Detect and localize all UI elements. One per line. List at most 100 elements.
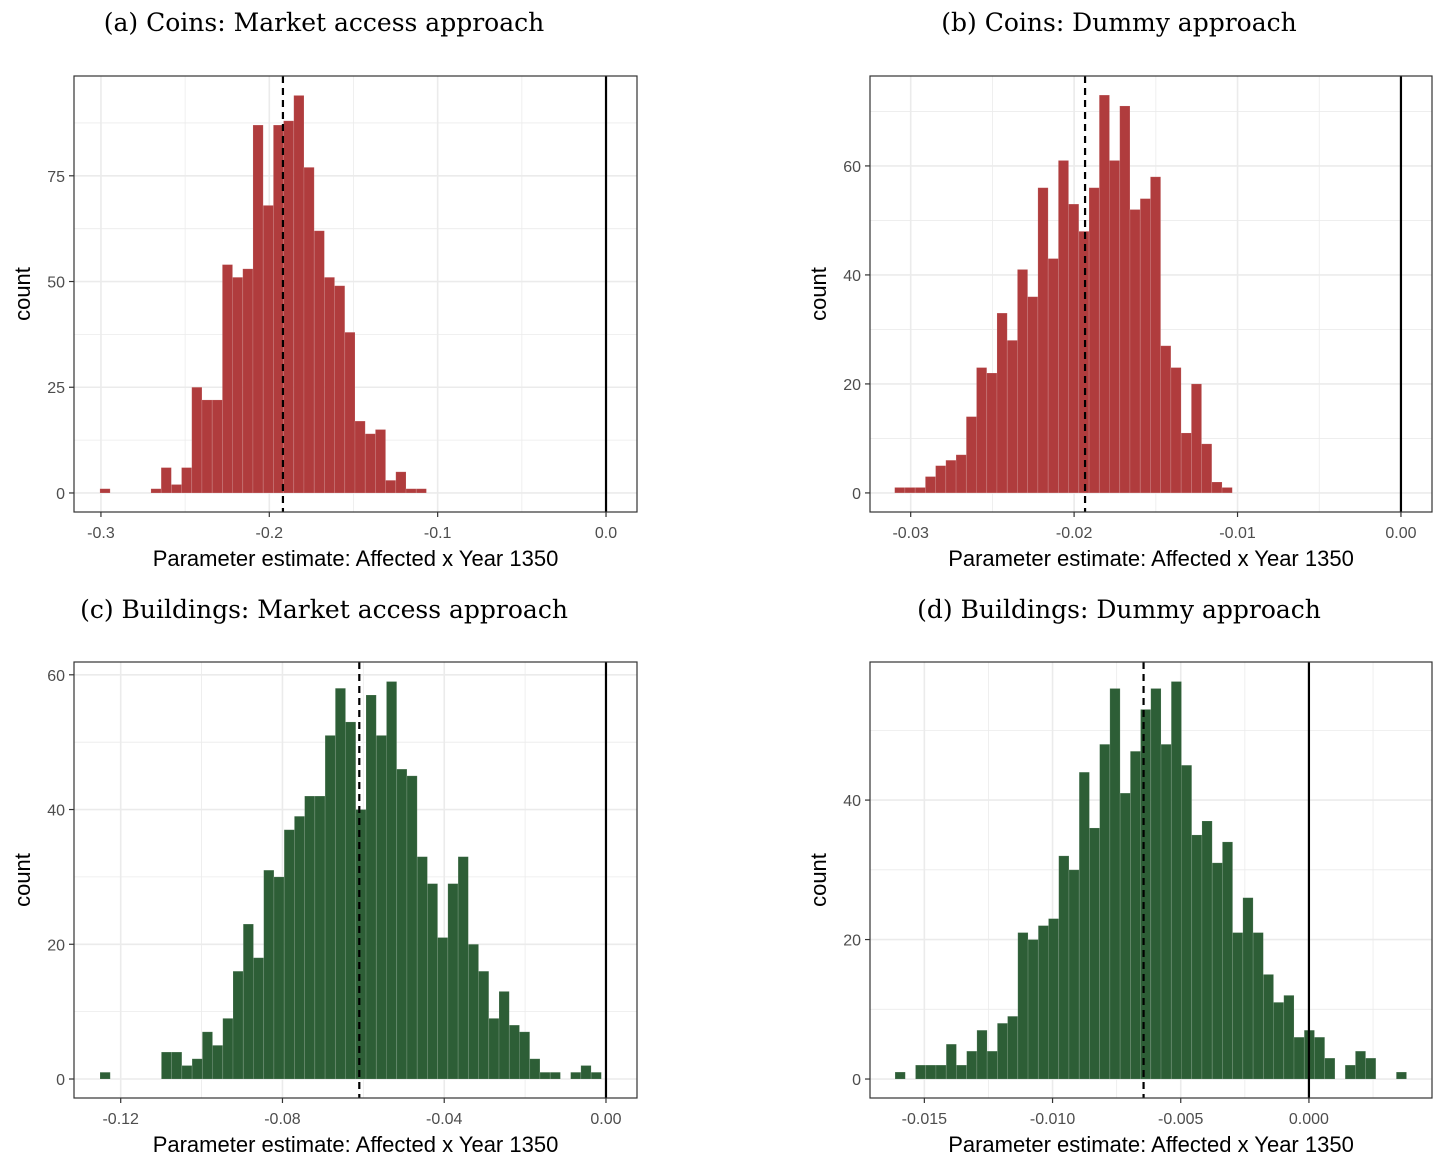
histogram-bar — [344, 331, 356, 494]
histogram-bar — [590, 1071, 602, 1080]
y-tick-label: 50 — [47, 275, 65, 292]
histogram-bar — [1017, 269, 1029, 494]
histogram-bar — [191, 386, 203, 494]
panel-title: (a) Coins: Market access approach — [104, 8, 544, 37]
y-axis-label: count — [10, 853, 35, 907]
histogram-bar — [478, 970, 490, 1080]
histogram-bar — [99, 488, 111, 494]
histogram-bar — [1181, 764, 1193, 1080]
histogram-bar — [1355, 1050, 1366, 1080]
histogram-bar — [945, 1043, 957, 1080]
histogram-bar — [996, 312, 1008, 494]
histogram-bar — [160, 467, 172, 494]
histogram-bar — [201, 399, 213, 494]
histogram-bar — [1058, 855, 1070, 1080]
histogram-bar — [488, 1018, 500, 1080]
histogram-bar — [1017, 932, 1029, 1080]
histogram-bar — [894, 487, 906, 494]
histogram-bar — [570, 1071, 582, 1080]
histogram-bar — [508, 1024, 520, 1080]
histogram-bar — [212, 1044, 224, 1080]
histogram-bar — [1109, 160, 1121, 494]
x-tick-label: -0.04 — [426, 1111, 463, 1128]
histogram-bar — [1344, 1064, 1356, 1080]
histogram-bar — [170, 484, 182, 494]
y-tick-label: 40 — [843, 793, 861, 810]
x-tick-label: -0.08 — [264, 1111, 301, 1128]
y-tick-label: 40 — [47, 803, 65, 820]
x-axis-label: Parameter estimate: Affected x Year 1350 — [153, 1132, 559, 1157]
histogram-bar — [283, 120, 295, 494]
y-tick-label: 20 — [47, 937, 65, 954]
histogram-bar — [1027, 939, 1039, 1080]
x-tick-label: 0.00 — [1385, 525, 1416, 542]
histogram-bar — [201, 1031, 213, 1080]
histogram-bar — [955, 454, 967, 494]
histogram-bar — [457, 856, 469, 1080]
histogram-bar — [1262, 974, 1274, 1080]
histogram-bar — [1119, 105, 1131, 494]
y-tick-label: 20 — [843, 377, 861, 394]
histogram-bar — [294, 815, 305, 1080]
histogram-bar — [1119, 792, 1131, 1080]
histogram-bar — [181, 467, 193, 494]
histogram-bar — [273, 876, 285, 1080]
histogram-bar — [253, 957, 265, 1080]
histogram-bar — [181, 1065, 193, 1080]
panel-a: -0.3 -0.2 -0.1 0.0 0 25 50 75 (a) Coins: Market … — [10, 8, 638, 571]
x-tick-label: 0.000 — [1289, 1111, 1329, 1128]
histogram-bar — [1109, 688, 1121, 1080]
histogram-bar — [1160, 345, 1172, 494]
x-tick-label: 0.0 — [595, 525, 617, 542]
histogram-bar — [1201, 820, 1213, 1080]
histogram-bar — [242, 268, 254, 494]
panel-title: (b) Coins: Dummy approach — [941, 8, 1296, 37]
histogram-bar — [1211, 862, 1223, 1080]
x-tick-label: -0.12 — [102, 1111, 139, 1128]
x-axis-label: Parameter estimate: Affected x Year 1350 — [948, 546, 1354, 571]
histogram-bar — [966, 1050, 978, 1080]
x-tick-label: -0.1 — [424, 525, 452, 542]
histogram-bar — [945, 459, 957, 494]
histogram-bar — [1007, 1015, 1019, 1080]
histogram-bar — [314, 795, 326, 1080]
histogram-bar — [1048, 918, 1060, 1080]
histogram-bar — [262, 205, 274, 494]
x-tick-label: -0.005 — [1158, 1111, 1203, 1128]
histogram-bar — [1139, 198, 1151, 494]
histogram-bar — [986, 1050, 998, 1080]
histogram-bar — [1170, 681, 1182, 1080]
histogram-bar — [395, 471, 407, 494]
plot-border — [869, 75, 1433, 513]
histogram-bar — [935, 465, 947, 494]
histogram-bar — [1222, 841, 1233, 1080]
histogram-bar — [232, 276, 244, 494]
plot-border — [73, 661, 638, 1099]
y-axis-label: count — [806, 267, 831, 321]
histogram-bar — [498, 991, 510, 1080]
histogram-bar — [263, 869, 275, 1080]
histogram-bar — [334, 285, 346, 494]
histogram-bar — [222, 1018, 234, 1080]
histogram-bar — [405, 488, 417, 494]
histogram-bar — [925, 476, 936, 494]
histogram-bar — [427, 883, 438, 1080]
histogram-bar — [375, 429, 386, 494]
histogram-bar — [580, 1065, 592, 1080]
histogram-bar — [904, 487, 916, 494]
histogram-bar — [1293, 1036, 1305, 1080]
y-axis-label: count — [10, 267, 35, 321]
histogram-bar — [1088, 187, 1100, 494]
histogram-bar — [99, 1071, 111, 1080]
histogram-bar — [415, 488, 427, 494]
histogram-bar — [1211, 481, 1223, 494]
histogram-bar — [1129, 209, 1141, 494]
histogram-bar — [1221, 487, 1233, 494]
histogram-bar — [283, 829, 295, 1080]
x-tick-label: -0.02 — [1056, 525, 1093, 542]
x-tick-label: -0.01 — [1219, 525, 1256, 542]
histogram-bar — [1047, 258, 1059, 494]
panel-title: (c) Buildings: Market access approach — [80, 595, 568, 624]
histogram-bar — [529, 1058, 541, 1080]
histogram-bar — [191, 1058, 203, 1080]
